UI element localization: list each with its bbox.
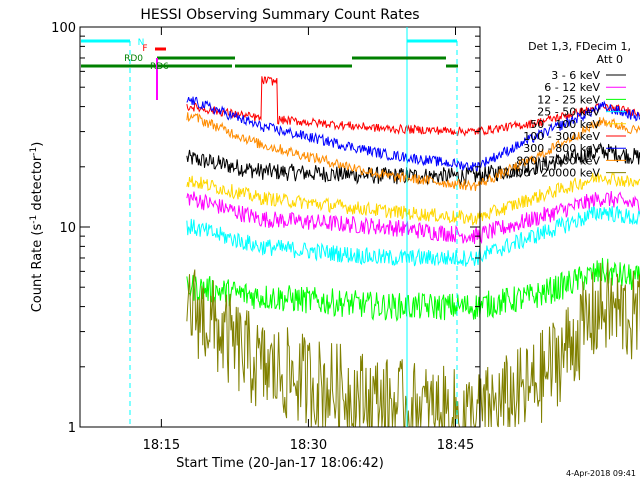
legend-label-50-100keV: 50 - 100 keV [530, 118, 600, 131]
flag-label-rd6: RD6 [150, 62, 169, 72]
y-axis-label-prefix: Count Rate (s [30, 224, 45, 313]
chart-title: HESSI Observing Summary Count Rates [140, 7, 419, 23]
flag-label-rd0: RD0 [124, 54, 143, 64]
flag-label-f: F [142, 44, 147, 54]
legend-label-100-300keV: 100 - 300 keV [523, 130, 600, 143]
x-tick-label: 18:45 [437, 438, 474, 453]
series-line-6-12keV [186, 190, 640, 245]
x-tick-label: 18:30 [290, 438, 327, 453]
x-axis-label: Start Time (20-Jan-17 18:06:42) [176, 456, 384, 471]
series-line-3-6keV [186, 142, 640, 187]
series-line-50-100keV [186, 172, 640, 226]
plot-data-layer [186, 76, 640, 428]
series-line-100-300keV [186, 76, 640, 137]
y-axis-label-mid: detector [30, 155, 45, 215]
y-axis-label-exp2: -1 [29, 147, 39, 156]
legend-label-6-12keV: 6 - 12 keV [544, 81, 600, 94]
series-line-7000-20000keV [186, 262, 640, 428]
series-line-12-25keV [186, 257, 640, 322]
y-axis-label-exp1: -1 [29, 215, 39, 224]
legend-label-7000-20000keV: 7000 - 20000 keV [502, 167, 600, 180]
series-line-800-7000keV [186, 112, 640, 192]
legend-label-3-6keV: 3 - 6 keV [551, 69, 600, 82]
y-tick-label: 100 [51, 21, 76, 36]
y-axis-label-suffix: ) [30, 142, 45, 147]
axes-layer: 18:15 18:30 18:45 1 10 100 [51, 21, 480, 453]
legend-label-12-25keV: 12 - 25 keV [537, 93, 600, 106]
legend-label-25-50keV: 25 - 50 keV [537, 106, 600, 119]
series-line-25-50keV [186, 205, 640, 267]
legend-header-line1: Det 1,3, FDecim 1, [528, 40, 631, 53]
x-tick-label: 18:15 [143, 438, 180, 453]
flag-label-n: N [138, 38, 145, 48]
legend-label-300-800keV: 300 - 800 keV [523, 142, 600, 155]
y-tick-label: 1 [68, 421, 76, 436]
y-tick-label: 10 [59, 221, 76, 236]
series-line-300-800keV [186, 96, 640, 172]
timestamp: 4-Apr-2018 09:41 [566, 469, 636, 478]
y-axis-label: Count Rate (s-1 detector-1) [29, 142, 45, 313]
legend-header-line2: Att 0 [597, 53, 623, 66]
legend-label-800-7000keV: 800 - 7000 keV [516, 154, 600, 167]
